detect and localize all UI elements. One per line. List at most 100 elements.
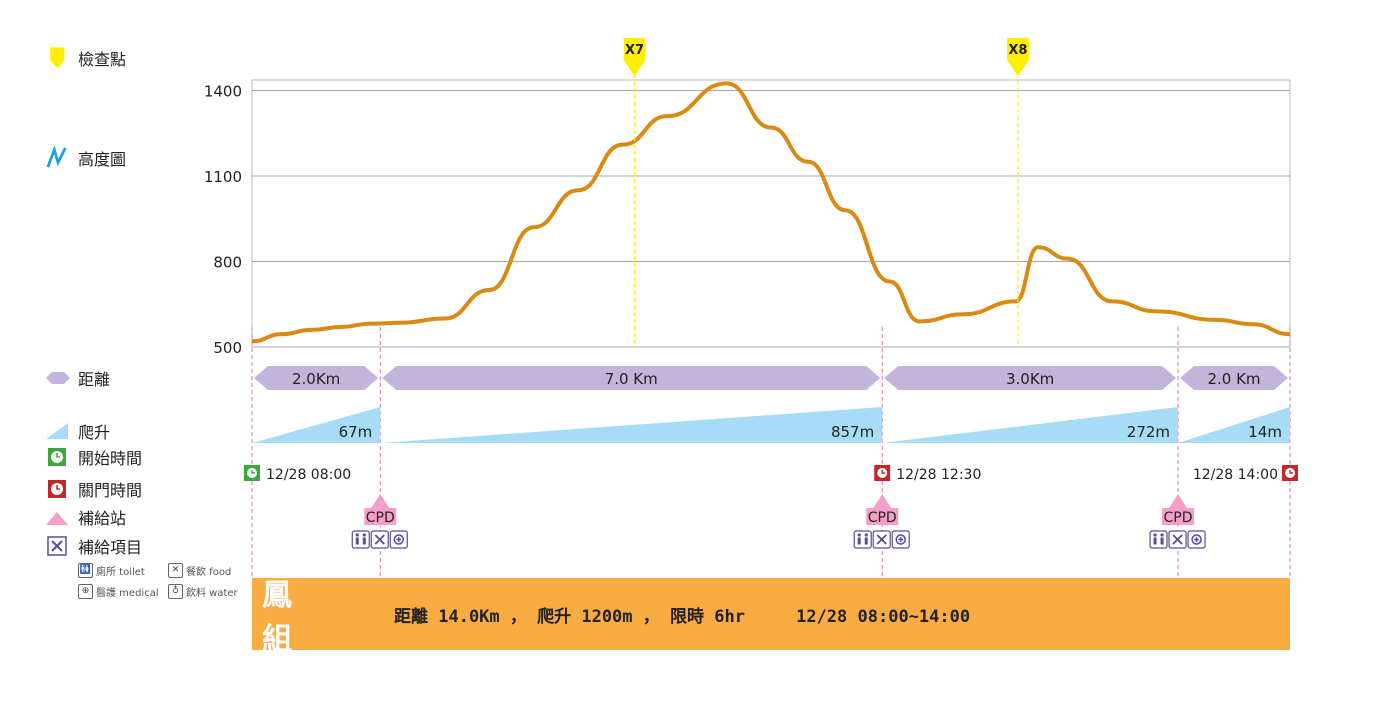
food-glyph bbox=[1172, 534, 1183, 545]
toilet-glyph bbox=[362, 533, 366, 537]
climb-label: 67m bbox=[339, 423, 373, 441]
climb-segments: 67m 857m 272m 14m bbox=[252, 407, 1290, 443]
legend-item-food: ✕ 餐飲 food bbox=[168, 563, 231, 578]
medical-glyph bbox=[1191, 534, 1202, 545]
time-label: 12/28 12:30 bbox=[896, 467, 981, 483]
legend-supply-station: 補給站 bbox=[44, 505, 126, 529]
legend-supply-items: 補給項目 bbox=[44, 534, 142, 558]
supply-items-icon bbox=[47, 536, 67, 556]
legend-supply-station-label: 補給站 bbox=[78, 509, 127, 528]
clock-red-icon bbox=[48, 480, 66, 498]
supply-stations: CPD CPD CPD bbox=[351, 494, 1206, 549]
distance-label: 2.0Km bbox=[292, 370, 340, 388]
climb-icon bbox=[46, 423, 68, 439]
distance-icon bbox=[46, 372, 70, 384]
toilet-glyph bbox=[857, 533, 861, 537]
group-name: 鳳 組 bbox=[262, 578, 314, 657]
checkpoint-label: X7 bbox=[625, 43, 644, 58]
water-icon: ♁ bbox=[168, 584, 183, 599]
climb-label: 14m bbox=[1248, 423, 1282, 441]
toilet-icon bbox=[1149, 530, 1168, 549]
medical-glyph bbox=[1194, 537, 1200, 542]
distance-arrow bbox=[382, 366, 881, 390]
medical-glyph bbox=[898, 537, 904, 542]
legend-start-time: 開始時間 bbox=[44, 445, 142, 469]
legend-climb: 爬升 bbox=[44, 419, 110, 443]
toilet-glyph bbox=[1153, 537, 1157, 545]
toilet-glyph bbox=[355, 533, 359, 537]
toilet-glyph bbox=[864, 537, 868, 545]
time-label: 12/28 08:00 bbox=[266, 467, 351, 483]
supply-box bbox=[364, 508, 397, 525]
medical-glyph bbox=[393, 534, 405, 545]
supply-box bbox=[866, 508, 899, 525]
food-icon: ✕ bbox=[168, 563, 183, 578]
time-markers: 12/28 08:00 12/28 12:30 12/28 14:00 bbox=[244, 465, 1298, 483]
distance-label: 3.0Km bbox=[1006, 370, 1054, 388]
toilet-icon: 🚻 bbox=[78, 563, 93, 578]
legend-distance-label: 距離 bbox=[78, 370, 111, 389]
checkpoint-label: X8 bbox=[1008, 43, 1027, 58]
y-tick-label: 500 bbox=[213, 339, 242, 357]
legend-checkpoint: 檢查點 bbox=[44, 46, 126, 70]
checkpoints: X7 X8 bbox=[623, 38, 1029, 347]
supply-label: CPD bbox=[1164, 510, 1193, 526]
toilet-glyph bbox=[857, 537, 861, 545]
distance-label: 2.0 Km bbox=[1207, 370, 1260, 388]
legend-supply-items-label: 補給項目 bbox=[78, 538, 143, 557]
toilet-glyph bbox=[1153, 533, 1157, 537]
toilet-glyph bbox=[864, 533, 868, 537]
distance-arrow bbox=[254, 366, 379, 390]
climb-label: 857m bbox=[831, 423, 874, 441]
food-glyph bbox=[374, 534, 385, 545]
group-info: 距離 14.0Km ， 爬升 1200m ， 限時 6hr 12/28 08:0… bbox=[394, 606, 971, 627]
toilet-icon bbox=[853, 530, 872, 549]
climb-label: 272m bbox=[1127, 423, 1170, 441]
clock-hand bbox=[881, 470, 886, 474]
supply-marker bbox=[873, 494, 892, 508]
medical-glyph bbox=[895, 534, 906, 545]
legend-item-medical: ⊕ 醫護 medical bbox=[78, 584, 159, 599]
legend-start-time-label: 開始時間 bbox=[78, 449, 143, 468]
legend-elevation-label: 高度圖 bbox=[78, 150, 127, 169]
toilet-glyph bbox=[1160, 537, 1164, 545]
supply-label: CPD bbox=[366, 510, 395, 526]
distance-segments: 2.0Km 7.0 Km 3.0Km 2.0 Km bbox=[254, 366, 1288, 390]
elevation-icon bbox=[46, 146, 67, 168]
legend-close-time: 關門時間 bbox=[44, 477, 142, 501]
time-label: 12/28 14:00 bbox=[1193, 467, 1278, 483]
legend-distance: 距離 bbox=[44, 366, 110, 390]
toilet-icon bbox=[351, 530, 370, 549]
legend-item-water: ♁ 飲料 water bbox=[168, 584, 238, 599]
legend-climb-label: 爬升 bbox=[78, 423, 111, 442]
climb-wedge bbox=[882, 407, 1179, 443]
toilet-glyph bbox=[1160, 533, 1164, 537]
checkpoint-icon bbox=[50, 47, 65, 69]
supply-marker bbox=[1169, 494, 1188, 508]
toilet-glyph bbox=[362, 537, 366, 545]
supply-box bbox=[1162, 508, 1195, 525]
climb-wedge bbox=[380, 407, 883, 443]
y-tick-label: 1100 bbox=[204, 168, 242, 186]
y-tick-label: 800 bbox=[213, 254, 242, 272]
y-ticks: 500 800 1100 1400 bbox=[204, 83, 242, 358]
supply-marker bbox=[371, 494, 390, 508]
legend-close-time-label: 關門時間 bbox=[78, 481, 143, 500]
medical-glyph bbox=[396, 537, 402, 542]
climb-wedge bbox=[1178, 407, 1290, 443]
medical-icon: ⊕ bbox=[78, 584, 93, 599]
clock-hand bbox=[251, 470, 255, 474]
legend-elevation: 高度圖 bbox=[44, 146, 126, 170]
distance-arrow bbox=[1180, 366, 1288, 390]
checkpoint-marker bbox=[623, 38, 646, 76]
clock-green-icon bbox=[48, 448, 66, 466]
group-banner: 鳳 組 距離 14.0Km ， 爬升 1200m ， 限時 6hr 12/28 … bbox=[252, 578, 1290, 657]
legend: 檢查點 高度圖 距離 爬升 開始時間 關門時間 bbox=[0, 0, 250, 719]
grid bbox=[251, 79, 1291, 348]
supply-station-icon bbox=[46, 512, 68, 525]
distance-arrow bbox=[884, 366, 1177, 390]
y-tick-label: 1400 bbox=[204, 83, 242, 101]
climb-wedge bbox=[252, 407, 381, 443]
food-glyph bbox=[876, 534, 887, 545]
